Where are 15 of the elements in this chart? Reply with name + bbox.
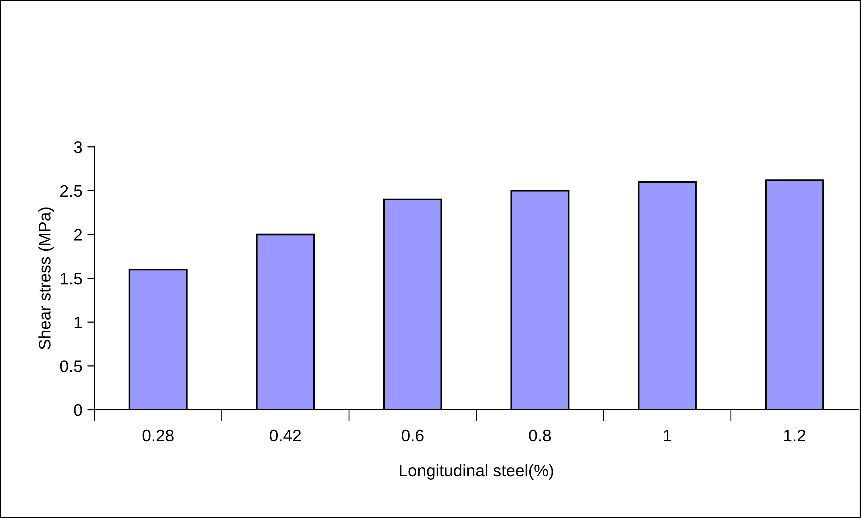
x-tick-label: 1.2 <box>784 430 806 442</box>
y-axis-title: Shear stress (MPa) <box>38 208 54 350</box>
y-tick-label: 3 <box>74 142 82 154</box>
y-tick-label: 1 <box>74 316 82 328</box>
y-tick-label: 2.5 <box>60 185 82 198</box>
y-tick-label: 2 <box>74 229 82 241</box>
x-tick-label: 1 <box>664 430 672 442</box>
x-tick-label: 0.6 <box>402 430 424 442</box>
y-tick-label: 0 <box>74 404 82 416</box>
x-tick-label: 0.28 <box>142 430 174 442</box>
x-axis-title: Longitudinal steel(%) <box>400 464 554 480</box>
y-tick-label: 1.5 <box>61 273 82 285</box>
y-tick-label: 0.5 <box>60 360 82 372</box>
x-tick-label: 0.8 <box>529 430 552 442</box>
x-tick-label: 0.42 <box>270 430 302 442</box>
